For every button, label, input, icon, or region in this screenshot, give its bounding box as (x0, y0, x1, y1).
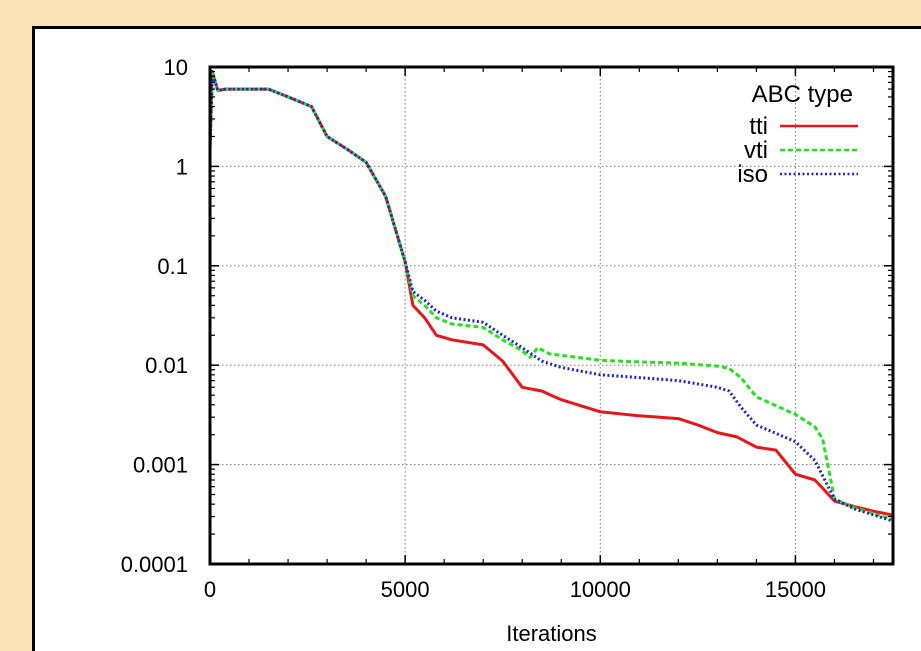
series-layer (208, 70, 894, 523)
chart-frame: 0 5000 10000 15000 10 1 0.1 0.01 0.001 0.0001 ABC… (32, 26, 921, 651)
legend-title: ABC type (752, 81, 853, 108)
x-tick-label: 5000 (381, 577, 430, 602)
legend-label-iso: iso (737, 161, 768, 188)
series-line-tti (208, 70, 894, 517)
y-tick-label: 0.001 (133, 453, 188, 478)
tick-layer: 0 5000 10000 15000 10 1 0.1 0.01 0.001 0.0001 (121, 55, 893, 602)
plot-area-border (208, 65, 895, 566)
y-tick-label: 0.0001 (121, 552, 188, 577)
legend-label-vti: vti (744, 137, 768, 164)
x-tick-label: 0 (204, 577, 216, 602)
x-tick-label: 10000 (570, 577, 631, 602)
series-line-vti (208, 70, 894, 522)
grid-layer (210, 67, 893, 564)
y-tick-label: 0.1 (157, 254, 188, 279)
log-convergence-chart: 0 5000 10000 15000 10 1 0.1 0.01 0.001 0.0001 ABC… (121, 55, 895, 646)
x-axis-label: Iterations (506, 621, 597, 646)
legend-label-tti: tti (749, 113, 768, 140)
series-line-iso (208, 70, 894, 523)
y-tick-label: 0.01 (145, 353, 188, 378)
x-tick-label: 15000 (765, 577, 826, 602)
y-tick-label: 10 (164, 55, 188, 80)
y-tick-label: 1 (176, 154, 188, 179)
